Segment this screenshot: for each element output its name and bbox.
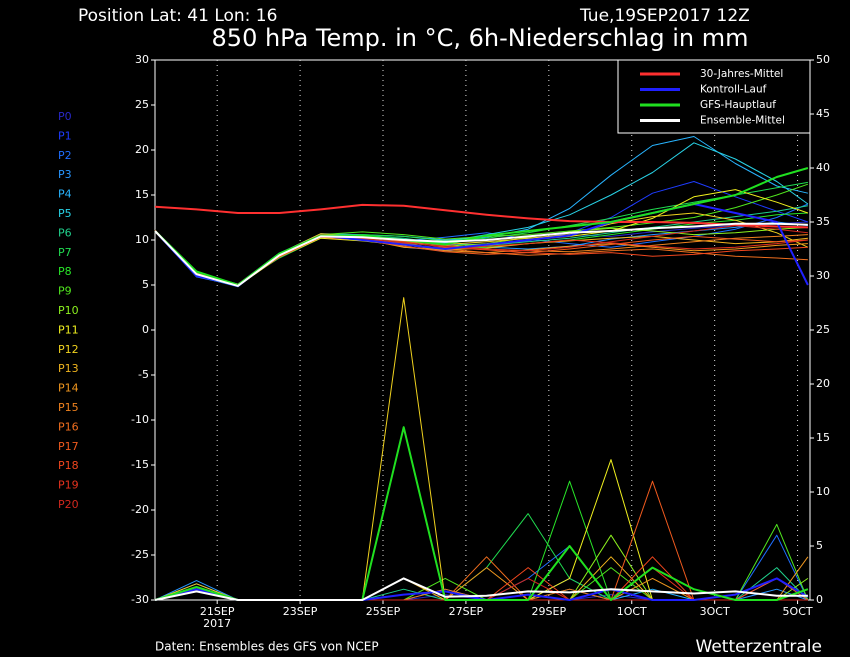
member-label: P3 — [58, 168, 72, 181]
plot-frame — [154, 59, 811, 601]
y2-tick-label: 10 — [816, 485, 830, 498]
x-tick-label: 1OCT — [617, 605, 647, 618]
legend-label: 30-Jahres-Mittel — [700, 68, 783, 80]
y2-tick-label: 20 — [816, 377, 830, 390]
member-precip-line — [154, 513, 809, 601]
temp-line — [154, 167, 809, 286]
legend-label: Ensemble-Mittel — [700, 115, 785, 127]
member-label: P13 — [58, 362, 79, 375]
legend-label: GFS-Hauptlauf — [700, 99, 776, 111]
x-tick-label: 21SEP — [200, 605, 235, 618]
member-label: P12 — [58, 343, 79, 356]
y2-tick-label: 0 — [816, 593, 823, 606]
member-label: P11 — [58, 323, 79, 336]
member-label: P6 — [58, 226, 72, 239]
member-temp-line — [154, 136, 809, 286]
member-label: P2 — [58, 149, 72, 162]
member-label: P20 — [58, 498, 79, 511]
member-label: P7 — [58, 246, 72, 259]
y-tick-label: -5 — [138, 368, 149, 381]
y2-tick-label: 50 — [816, 53, 830, 66]
y2-tick-label: 30 — [816, 269, 830, 282]
brand: Wetterzentrale — [696, 637, 822, 657]
y-tick-label: -20 — [131, 503, 149, 516]
y-tick-label: 0 — [142, 323, 149, 336]
member-label: P10 — [58, 304, 79, 317]
y2-tick-label: 45 — [816, 107, 830, 120]
run-time: Tue,19SEP2017 12Z — [579, 6, 750, 26]
member-label: P8 — [58, 265, 72, 278]
y-tick-label: 20 — [135, 143, 149, 156]
x-tick-label: 27SEP — [449, 605, 484, 618]
y-tick-label: -15 — [131, 458, 149, 471]
member-label: P1 — [58, 129, 72, 142]
y2-tick-label: 15 — [816, 431, 830, 444]
temp-line — [154, 203, 808, 229]
member-precip-line — [154, 480, 808, 601]
y-tick-label: 15 — [135, 188, 149, 201]
x-tick-label: 3OCT — [700, 605, 730, 618]
member-temp-line — [154, 225, 808, 286]
member-precip-line — [154, 534, 809, 601]
y-tick-label: -25 — [131, 548, 149, 561]
member-label: P5 — [58, 207, 72, 220]
y-tick-label: 30 — [135, 53, 149, 66]
x-tick-label: 23SEP — [283, 605, 318, 618]
member-precip-line — [154, 480, 809, 601]
member-temp-line — [154, 230, 808, 286]
x-tick-label: 25SEP — [366, 605, 401, 618]
member-label: P4 — [58, 188, 72, 201]
data-source: Daten: Ensembles des GFS von NCEP — [155, 640, 379, 654]
y2-tick-label: 25 — [816, 323, 830, 336]
member-precip-line — [154, 297, 808, 601]
x-tick-label: 5OCT — [783, 605, 813, 618]
y2-tick-label: 40 — [816, 161, 830, 174]
member-precip-line — [154, 534, 809, 601]
member-label: P15 — [58, 401, 79, 414]
x-tick-label: 29SEP — [532, 605, 567, 618]
member-label: P16 — [58, 420, 79, 433]
y-tick-label: 25 — [135, 98, 149, 111]
y2-tick-label: 5 — [816, 539, 823, 552]
legend-label: Kontroll-Lauf — [700, 84, 767, 96]
y2-tick-label: 35 — [816, 215, 830, 228]
member-temp-line — [154, 230, 808, 286]
member-label: P14 — [58, 382, 79, 395]
member-label: P19 — [58, 479, 79, 492]
y-tick-label: -30 — [131, 593, 149, 606]
member-label: P0 — [58, 110, 72, 123]
y-tick-label: -10 — [131, 413, 149, 426]
member-label: P18 — [58, 459, 79, 472]
member-label: P9 — [58, 285, 72, 298]
x-year-label: 2017 — [203, 617, 231, 630]
member-precip-line — [154, 459, 808, 601]
precip-line — [154, 577, 808, 601]
y-tick-label: 10 — [135, 233, 149, 246]
temp-line — [154, 222, 808, 287]
position-label: Position Lat: 41 Lon: 16 — [78, 6, 277, 26]
precip-line — [154, 426, 809, 601]
y-tick-label: 5 — [142, 278, 149, 291]
chart-title: 850 hPa Temp. in °C, 6h-Niederschlag in … — [212, 24, 749, 52]
member-label: P17 — [58, 440, 79, 453]
